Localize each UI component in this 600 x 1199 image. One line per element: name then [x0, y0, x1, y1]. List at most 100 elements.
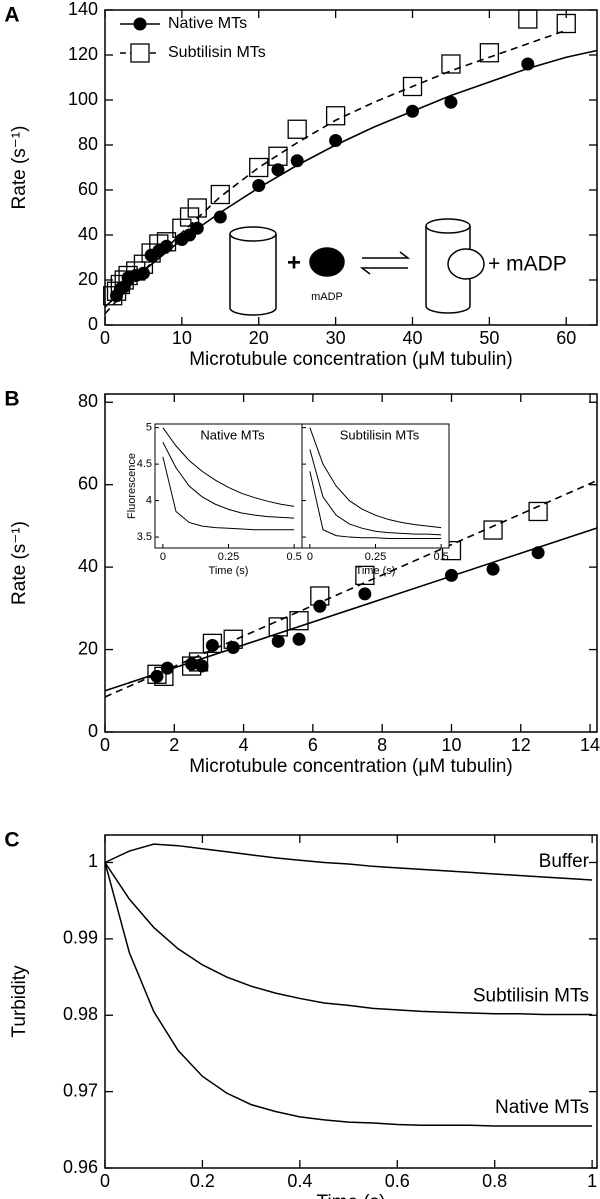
y-tick-label: 60	[78, 179, 98, 199]
marker-square	[187, 198, 207, 218]
y-tick-label: 120	[68, 44, 98, 64]
series-label: Buffer	[539, 851, 590, 872]
marker-square	[483, 520, 503, 540]
marker-square	[441, 54, 461, 74]
marker-circle	[160, 239, 173, 253]
marker-square	[441, 540, 462, 561]
microtubule-icon-top	[229, 226, 277, 242]
y-tick-label: 60	[78, 473, 98, 493]
x-tick-label: 50	[479, 328, 499, 348]
y-tick-label: 40	[78, 556, 98, 576]
y-axis-label: Turbidity	[9, 965, 30, 1038]
scheme-label: mADP	[311, 291, 343, 303]
inset-x-label: Time (s)	[209, 565, 249, 577]
marker-square	[202, 633, 223, 654]
marker-circle	[329, 134, 343, 147]
marker-circle	[406, 104, 419, 118]
marker-circle	[521, 57, 535, 71]
scheme-plus: +	[287, 249, 301, 276]
inset-x-label: Time (s)	[356, 565, 396, 577]
x-tick-label: 10	[441, 735, 461, 755]
legend-marker	[133, 17, 147, 31]
y-tick-label: 80	[78, 391, 98, 411]
legend-label: Native MTs	[168, 15, 247, 32]
microtubule-icon	[229, 234, 277, 316]
marker-square	[268, 146, 288, 166]
y-tick-label: 100	[68, 89, 98, 109]
series-label: Subtilisin MTs	[473, 985, 589, 1006]
inset-x-tick-label: 0.25	[365, 551, 386, 563]
x-tick-label: 20	[249, 328, 269, 348]
panel-label: C	[4, 829, 19, 852]
inset-x-tick-label: 0	[160, 551, 166, 563]
x-tick-label: 0.4	[287, 1171, 312, 1191]
marker-circle	[444, 568, 458, 582]
x-tick-label: 0	[100, 735, 110, 755]
y-tick-label: 0.96	[63, 1157, 98, 1177]
marker-square	[289, 611, 309, 631]
x-tick-label: 10	[172, 328, 192, 348]
marker-square	[402, 76, 423, 97]
marker-circle	[252, 179, 266, 192]
marker-circle	[358, 587, 372, 601]
inset-y-tick-label: 4.5	[137, 458, 152, 470]
marker-square	[556, 13, 576, 34]
y-tick-label: 0.97	[63, 1080, 98, 1100]
x-tick-label: 6	[308, 735, 318, 755]
x-tick-label: 2	[169, 735, 179, 755]
x-tick-label: 1	[587, 1171, 597, 1191]
trace	[104, 843, 593, 881]
marker-square	[528, 501, 548, 522]
marker-circle	[213, 210, 227, 224]
marker-square	[287, 119, 307, 139]
released-nucleotide	[447, 248, 485, 280]
marker-square	[249, 157, 269, 178]
marker-square	[518, 9, 538, 29]
inset-trace	[309, 427, 442, 529]
plot-frame	[104, 9, 598, 326]
microtubule-icon-top	[425, 218, 471, 234]
marker-circle	[313, 599, 327, 613]
y-tick-label: 140	[68, 0, 98, 19]
x-tick-label: 0.6	[385, 1171, 410, 1191]
inset-y-tick-label: 4	[146, 494, 152, 506]
fit-line	[104, 29, 567, 315]
x-tick-label: 0.8	[482, 1171, 507, 1191]
y-tick-label: 0	[88, 721, 98, 741]
y-tick-label: 0	[88, 314, 98, 334]
marker-circle	[160, 661, 174, 675]
x-tick-label: 0	[100, 328, 110, 348]
plot-frame	[104, 393, 598, 733]
inset-trace	[162, 427, 295, 507]
marker-circle	[185, 657, 199, 671]
inset-y-tick-label: 3.5	[137, 531, 152, 543]
x-tick-label: 40	[402, 328, 422, 348]
inset-x-tick-label: 0.5	[433, 551, 448, 563]
x-tick-label: 14	[580, 735, 600, 755]
marker-circle	[486, 562, 500, 576]
marker-circle	[150, 669, 164, 683]
x-axis-label: Time (s)	[317, 1192, 386, 1199]
x-tick-label: 4	[239, 735, 249, 755]
scheme-label: + mADP	[488, 253, 567, 276]
x-tick-label: 8	[377, 735, 387, 755]
marker-square	[479, 43, 500, 63]
inset-y-tick-label: 5	[146, 422, 152, 434]
marker-circle	[190, 221, 204, 235]
y-tick-label: 0.98	[63, 1004, 98, 1024]
inset-frame	[301, 423, 450, 549]
trace	[104, 862, 593, 1127]
inset-trace	[162, 456, 295, 531]
y-tick-label: 40	[78, 224, 98, 244]
legend-label: Subtilisin MTs	[168, 44, 266, 61]
y-tick-label: 20	[78, 638, 98, 658]
inset-y-label: Fluorescence	[126, 453, 138, 519]
marker-circle	[205, 638, 219, 652]
y-tick-label: 20	[78, 269, 98, 289]
marker-circle	[292, 632, 306, 646]
marker-circle	[271, 634, 285, 648]
y-axis-label: Rate (s⁻¹)	[9, 126, 30, 210]
marker-circle	[531, 546, 545, 560]
x-tick-label: 30	[326, 328, 346, 348]
